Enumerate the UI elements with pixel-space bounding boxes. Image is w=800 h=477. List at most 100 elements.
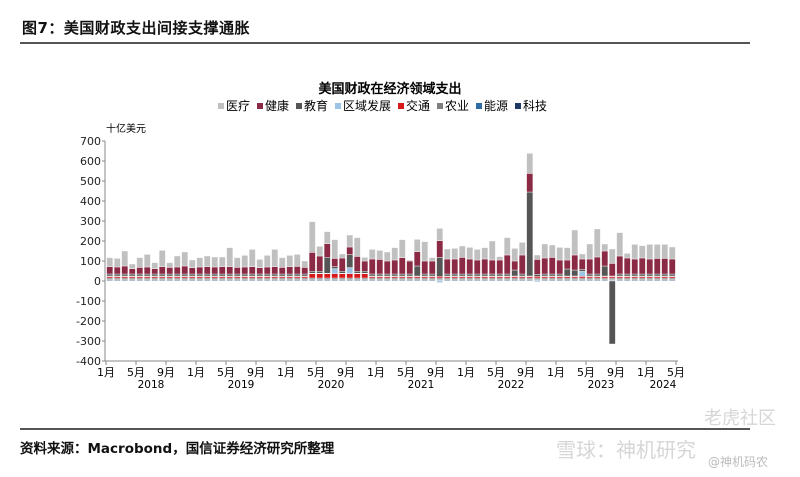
bar-segment-教育 <box>113 273 121 277</box>
bar-segment-健康 <box>226 266 234 275</box>
bar-segment-教育 <box>211 273 219 277</box>
bar-segment-医疗 <box>353 237 361 257</box>
bar-segment-医疗 <box>346 234 354 248</box>
bar-segment-教育 <box>143 273 151 277</box>
bar-segment-农业 <box>488 277 496 280</box>
bar-segment-农业 <box>518 277 526 280</box>
bar-segment-交通 <box>331 273 339 279</box>
bar-segment-医疗 <box>481 247 489 260</box>
bar-segment-医疗 <box>106 257 114 267</box>
bar-segment-医疗 <box>466 247 474 260</box>
bar-segment-健康 <box>106 266 114 275</box>
bar-segment-教育 <box>586 273 594 277</box>
bar-segment-健康 <box>518 254 526 275</box>
bar-segment-健康 <box>616 255 624 275</box>
bar-segment-区域发展 <box>436 280 444 283</box>
x-tick-label: 9月 <box>247 366 265 379</box>
bar-segment-教育 <box>631 273 639 277</box>
y-tick-label: 700 <box>80 135 101 148</box>
bar-segment-健康 <box>496 259 504 275</box>
bar-segment-农业 <box>286 277 294 280</box>
bar-segment-农业 <box>323 277 331 280</box>
bar-segment-农业 <box>601 277 609 280</box>
bar-segment-健康 <box>526 173 534 193</box>
bar-segment-教育 <box>188 273 196 277</box>
bar-segment-健康 <box>338 257 346 272</box>
bar-segment-健康 <box>413 251 421 267</box>
legend-label: 科技 <box>523 99 547 113</box>
bar-segment-教育 <box>128 273 136 277</box>
x-tick-label: 1月 <box>637 366 655 379</box>
bar-segment-医疗 <box>541 243 549 259</box>
bar-segment-健康 <box>263 266 271 275</box>
bar-segment-农业 <box>608 277 616 280</box>
bar-segment-医疗 <box>128 263 136 269</box>
bar-segment-医疗 <box>173 255 181 268</box>
figure-title: 图7：美国财政支出间接支撑通胀 <box>22 19 250 37</box>
y-axis-unit-label: 十亿美元 <box>106 122 146 135</box>
bar-segment-健康 <box>203 266 211 275</box>
bar-segment-医疗 <box>398 239 406 258</box>
bar-segment-健康 <box>166 267 174 275</box>
bar-segment-医疗 <box>248 249 256 267</box>
bar-segment-教育 <box>451 273 459 277</box>
bar-segment-农业 <box>128 277 136 280</box>
bar-segment-健康 <box>121 265 129 275</box>
bar-segment-医疗 <box>451 248 459 260</box>
bar-segment-交通 <box>533 276 541 279</box>
bar-segment-健康 <box>436 240 444 258</box>
bar-segment-健康 <box>586 258 594 275</box>
year-label: 2018 <box>138 379 165 391</box>
bar-segment-教育 <box>166 273 174 277</box>
bar-segment-健康 <box>143 266 151 275</box>
bar-segment-农业 <box>511 277 519 280</box>
bar-segment-教育 <box>406 273 414 277</box>
bar-segment-医疗 <box>391 247 399 261</box>
bar-segment-健康 <box>451 258 459 275</box>
bar-segment-医疗 <box>616 232 624 257</box>
bar-segment-医疗 <box>436 228 444 241</box>
legend-label: 能源 <box>484 99 508 113</box>
bar-segment-医疗 <box>256 259 264 268</box>
bar-segment-交通 <box>308 273 316 279</box>
bar-segment-教育 <box>301 273 309 277</box>
year-label: 2020 <box>318 379 345 391</box>
bar-segment-健康 <box>128 268 136 275</box>
bar-segment-医疗 <box>376 250 384 260</box>
bar-segment-农业 <box>473 277 481 280</box>
bar-segment-教育 <box>383 273 391 277</box>
bar-segment-教育 <box>331 266 339 269</box>
bar-segment-教育 <box>541 273 549 277</box>
bar-segment-健康 <box>113 266 121 275</box>
bar-segment-健康 <box>301 267 309 275</box>
y-tick-label: -400 <box>76 355 101 368</box>
bar-segment-农业 <box>353 277 361 280</box>
bar-segment-教育 <box>481 273 489 277</box>
bar-segment-教育 <box>556 273 564 277</box>
bar-segment-教育 <box>106 273 114 277</box>
bar-segment-农业 <box>278 277 286 280</box>
bar-segment-农业 <box>503 277 511 280</box>
bar-segment-医疗 <box>533 254 541 260</box>
bar-segment-医疗 <box>218 256 226 267</box>
bar-segment-医疗 <box>608 248 616 264</box>
bar-segment-医疗 <box>188 259 196 269</box>
bars <box>106 153 676 345</box>
bar-segment-教育 <box>346 254 354 268</box>
bar-segment-健康 <box>181 265 189 275</box>
x-tick-label: 9月 <box>157 366 175 379</box>
bar-segment-医疗 <box>211 256 219 268</box>
bar-segment-教育 <box>661 273 669 277</box>
bar-segment-医疗 <box>181 251 189 267</box>
y-tick-label: -300 <box>76 335 101 348</box>
bar-segment-教育 <box>511 269 519 277</box>
bar-segment-教育 <box>623 273 631 277</box>
bar-segment-医疗 <box>406 259 414 262</box>
year-label: 2019 <box>228 379 255 391</box>
y-axis: -400 -300 -200 -100 0 100 200 300 400 500 600 700 <box>76 135 106 368</box>
bar-segment-健康 <box>638 257 646 275</box>
y-tick-label: 200 <box>80 235 101 248</box>
bar-segment-教育 <box>233 273 241 277</box>
bar-segment-健康 <box>211 266 219 275</box>
bar-segment-健康 <box>286 266 294 275</box>
